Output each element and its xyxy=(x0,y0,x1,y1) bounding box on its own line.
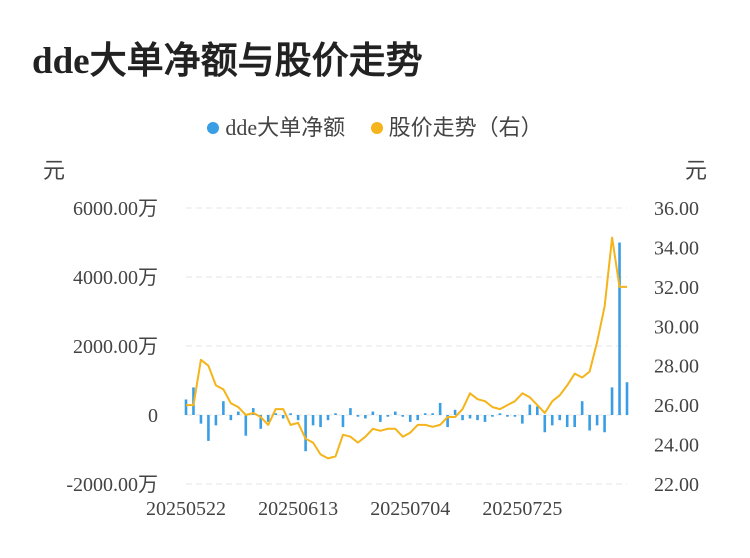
bar xyxy=(423,413,427,415)
y-right-tick-label: 24.00 xyxy=(654,435,699,457)
x-tick-label: 20250522 xyxy=(146,498,226,520)
x-tick-label: 20250613 xyxy=(258,498,338,520)
bar xyxy=(573,415,576,428)
y-right-tick-label: 22.00 xyxy=(654,474,699,496)
bar xyxy=(408,415,412,422)
bar xyxy=(603,415,606,433)
bar xyxy=(199,415,203,424)
bar xyxy=(237,411,240,415)
bar xyxy=(251,408,255,415)
bar xyxy=(289,413,292,415)
bar xyxy=(214,415,218,426)
y-left-unit-label: 元 xyxy=(43,158,65,183)
bar xyxy=(625,382,629,415)
bar xyxy=(222,401,225,415)
bar xyxy=(266,415,270,422)
y-left-tick-label: 2000.00万 xyxy=(73,336,158,358)
y-right-tick-label: 26.00 xyxy=(654,395,699,417)
bar xyxy=(281,415,285,419)
bar xyxy=(580,401,584,415)
legend-label-dde: dde大单净额 xyxy=(225,115,346,140)
legend: dde大单净额 股价走势（右） xyxy=(0,110,750,142)
axis-labels: -2000.00万 0 2000.00万 4000.00万 6000.00万 22.00 2… xyxy=(43,158,707,520)
bar xyxy=(371,411,375,415)
bar xyxy=(379,415,382,422)
bar xyxy=(558,415,562,421)
grid-lines xyxy=(186,207,627,485)
bar xyxy=(506,415,509,417)
bar-series xyxy=(184,242,629,452)
bar xyxy=(476,415,479,421)
x-tick-label: 20250725 xyxy=(482,498,562,520)
y-right-tick-label: 32.00 xyxy=(654,277,699,299)
bar xyxy=(341,415,345,428)
price-line xyxy=(186,236,627,460)
bar xyxy=(229,415,233,421)
y-right-tick-label: 28.00 xyxy=(654,356,699,378)
y-left-tick-label: 0 xyxy=(148,405,158,427)
bar xyxy=(304,415,307,452)
legend-dot-price xyxy=(370,121,383,134)
bar xyxy=(453,409,457,415)
bar xyxy=(468,415,472,419)
y-right-tick-label: 30.00 xyxy=(654,316,699,338)
chart-title: dde大单净额与股价走势 xyxy=(32,41,423,82)
bar xyxy=(207,415,210,441)
bar xyxy=(543,415,547,433)
bar xyxy=(356,415,360,417)
bar xyxy=(565,415,569,428)
y-left-tick-label: -2000.00万 xyxy=(66,474,158,496)
bar xyxy=(618,242,621,415)
y-left-tick-label: 4000.00万 xyxy=(73,267,158,289)
bar xyxy=(416,415,420,421)
bar xyxy=(319,415,322,428)
bar xyxy=(595,415,599,426)
bar xyxy=(386,415,390,417)
bar xyxy=(446,415,449,428)
bar xyxy=(349,408,352,415)
y-right-tick-label: 34.00 xyxy=(654,237,699,259)
bar xyxy=(274,413,277,415)
bar xyxy=(461,415,464,421)
bar xyxy=(326,415,330,421)
bar xyxy=(334,413,337,415)
bar xyxy=(311,415,315,426)
bar xyxy=(610,387,614,415)
bar xyxy=(521,415,524,424)
bar xyxy=(491,415,494,417)
legend-item-dde[interactable]: dde大单净额 xyxy=(207,110,345,142)
bar xyxy=(296,415,300,421)
bar xyxy=(498,413,502,415)
bar xyxy=(244,415,248,436)
bar xyxy=(393,411,397,415)
y-left-tick-label: 6000.00万 xyxy=(73,198,158,220)
bar xyxy=(513,415,517,417)
bar xyxy=(259,415,263,429)
bar xyxy=(438,402,442,415)
legend-label-price: 股价走势（右） xyxy=(388,115,543,140)
legend-dot-dde xyxy=(207,121,220,134)
bar xyxy=(483,415,487,422)
x-tick-label: 20250704 xyxy=(370,498,450,520)
bar xyxy=(588,415,591,431)
bar xyxy=(536,406,539,415)
bar xyxy=(364,415,367,419)
y-right-unit-label: 元 xyxy=(685,158,707,183)
legend-item-price[interactable]: 股价走势（右） xyxy=(370,110,543,142)
bar xyxy=(528,404,532,415)
line-series xyxy=(186,236,627,460)
bar xyxy=(401,415,405,417)
bar xyxy=(550,415,554,426)
bar xyxy=(431,413,434,415)
bar xyxy=(184,399,188,415)
y-right-tick-label: 36.00 xyxy=(654,198,699,220)
